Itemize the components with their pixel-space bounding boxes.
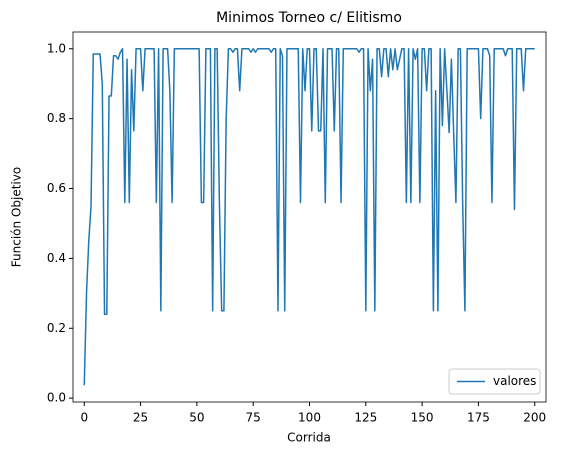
chart-title: Minimos Torneo c/ Elitismo <box>216 10 402 26</box>
y-tick-label: 0.6 <box>47 181 66 195</box>
x-tick-label: 75 <box>246 411 261 425</box>
x-tick-label: 125 <box>354 411 377 425</box>
y-tick-label: 0.8 <box>47 111 66 125</box>
x-tick-label: 50 <box>189 411 204 425</box>
x-tick-label: 100 <box>298 411 321 425</box>
x-tick-label: 150 <box>411 411 434 425</box>
legend-label: valores <box>493 374 536 388</box>
y-tick-label: 1.0 <box>47 41 66 55</box>
x-tick-label: 25 <box>133 411 148 425</box>
y-tick-label: 0.0 <box>47 391 66 405</box>
x-tick-label: 0 <box>80 411 88 425</box>
y-tick-label: 0.2 <box>47 321 66 335</box>
x-axis-label: Corrida <box>287 431 331 445</box>
legend-box <box>448 368 541 395</box>
y-tick-label: 0.4 <box>47 251 66 265</box>
x-tick-label: 200 <box>523 411 546 425</box>
plot-frame <box>72 31 547 403</box>
data-line <box>83 48 535 386</box>
x-tick-label: 175 <box>467 411 490 425</box>
y-axis-label: Función Objetivo <box>10 167 24 267</box>
